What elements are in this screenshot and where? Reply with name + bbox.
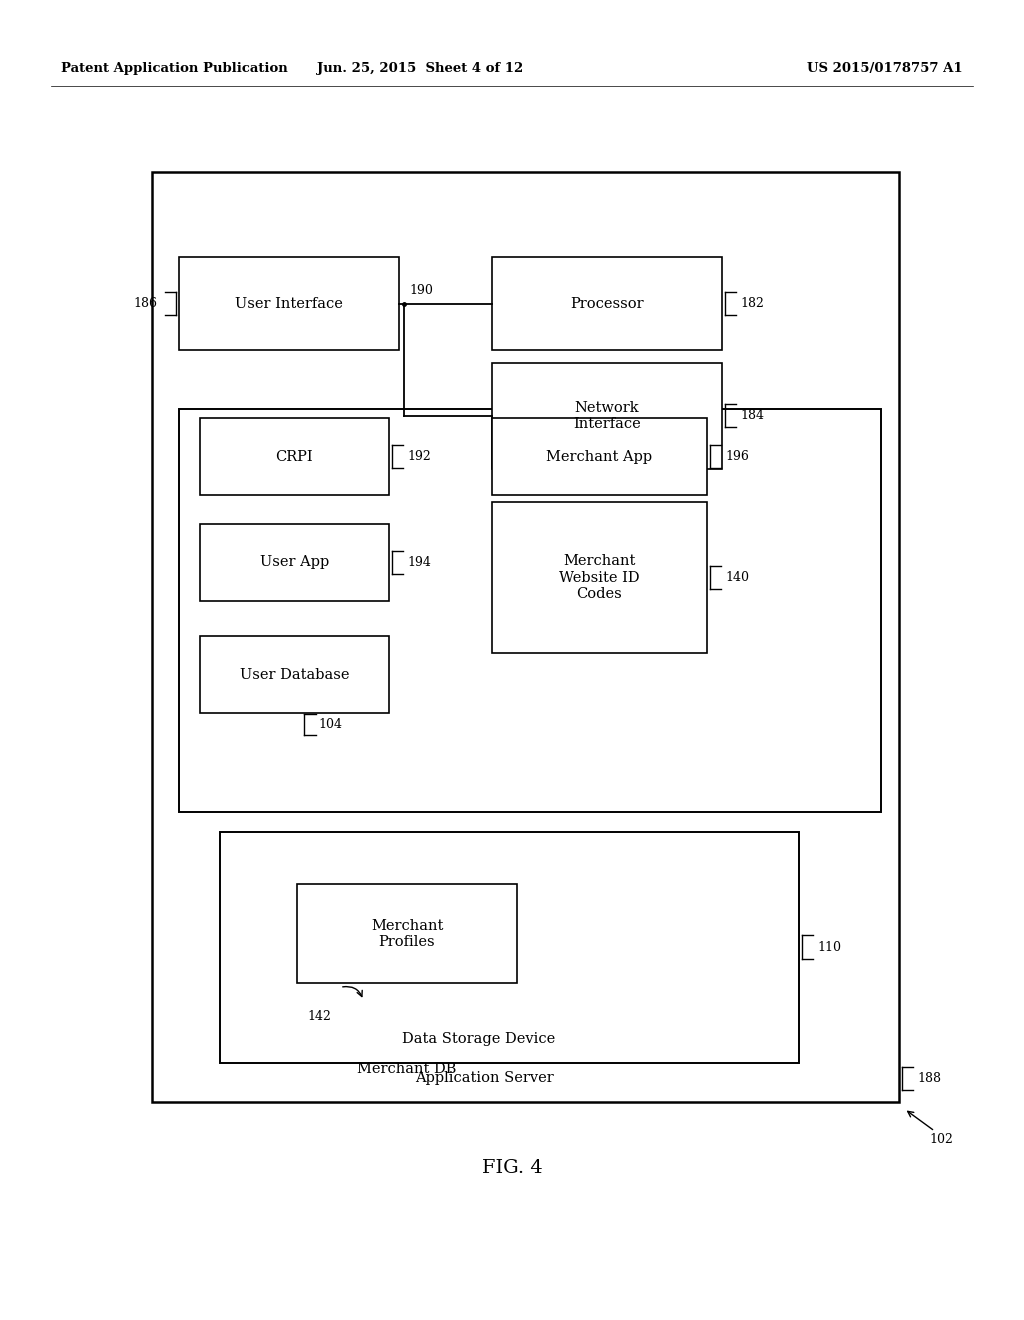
Bar xyxy=(220,832,799,1063)
Bar xyxy=(492,502,707,653)
Text: Network
Interface: Network Interface xyxy=(572,401,641,430)
Text: 196: 196 xyxy=(725,450,749,463)
Text: Data Storage Device: Data Storage Device xyxy=(402,1032,555,1045)
Text: US 2015/0178757 A1: US 2015/0178757 A1 xyxy=(807,62,963,75)
Text: Merchant App: Merchant App xyxy=(546,450,652,463)
Text: User App: User App xyxy=(260,556,329,569)
Text: User Interface: User Interface xyxy=(236,297,343,310)
Bar xyxy=(152,172,899,1102)
Text: CRPI: CRPI xyxy=(275,450,313,463)
Text: User Database: User Database xyxy=(240,668,349,681)
Text: Application Server: Application Server xyxy=(415,1072,554,1085)
Bar xyxy=(297,884,517,983)
Text: 182: 182 xyxy=(740,297,764,310)
Text: Merchant DB: Merchant DB xyxy=(357,1063,457,1076)
Text: 142: 142 xyxy=(307,1010,331,1023)
Text: 102: 102 xyxy=(930,1133,953,1146)
Text: Merchant
Website ID
Codes: Merchant Website ID Codes xyxy=(559,554,639,601)
Bar xyxy=(200,524,389,601)
Text: 186: 186 xyxy=(134,297,158,310)
Bar xyxy=(179,409,881,812)
Text: Merchant
Profiles: Merchant Profiles xyxy=(371,919,443,949)
Bar xyxy=(492,418,707,495)
Text: 188: 188 xyxy=(918,1072,941,1085)
Text: 190: 190 xyxy=(410,284,433,297)
Text: Patent Application Publication: Patent Application Publication xyxy=(61,62,288,75)
Bar xyxy=(200,418,389,495)
Bar xyxy=(492,257,722,350)
Text: 192: 192 xyxy=(408,450,431,463)
Bar xyxy=(179,257,399,350)
Text: 104: 104 xyxy=(318,718,342,731)
Text: Jun. 25, 2015  Sheet 4 of 12: Jun. 25, 2015 Sheet 4 of 12 xyxy=(316,62,523,75)
Text: Processor: Processor xyxy=(570,297,643,310)
Text: 110: 110 xyxy=(817,941,841,953)
Text: 140: 140 xyxy=(725,572,749,583)
Text: FIG. 4: FIG. 4 xyxy=(481,1159,543,1177)
Bar xyxy=(200,636,389,713)
Bar xyxy=(492,363,722,469)
Text: 184: 184 xyxy=(740,409,764,422)
Text: 194: 194 xyxy=(408,556,431,569)
